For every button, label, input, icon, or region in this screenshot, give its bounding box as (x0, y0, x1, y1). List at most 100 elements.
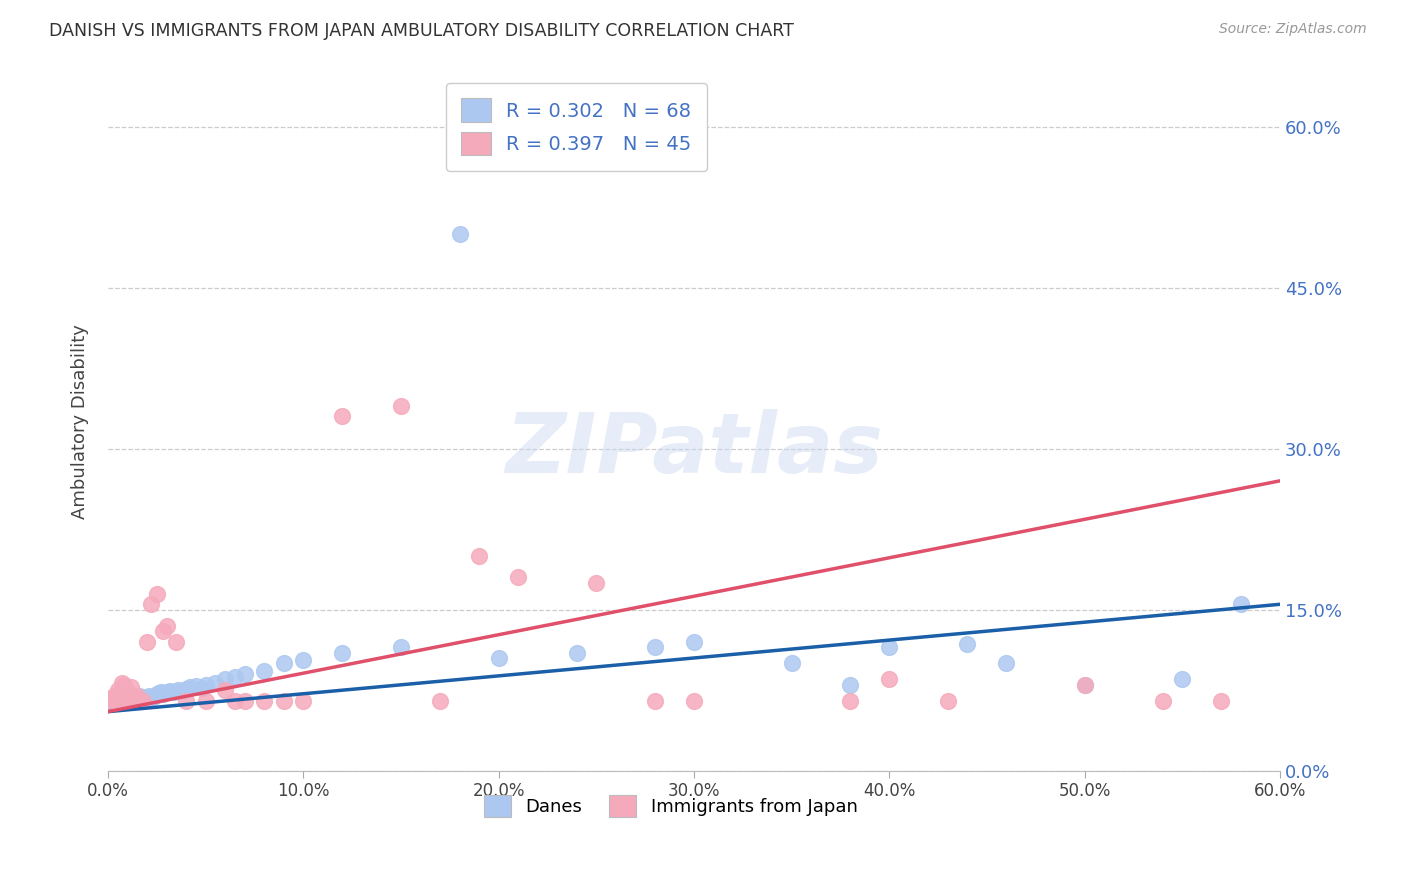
Point (995, 657, 1018, 671)
Point (127, 693, 149, 707)
Point (644, 640, 666, 655)
Point (111, 694, 134, 708)
Point (124, 690, 146, 705)
Point (132, 694, 155, 708)
Point (644, 694, 666, 708)
Point (107, 683, 129, 698)
Point (1211, 694, 1233, 708)
Text: DANISH VS IMMIGRANTS FROM JAPAN AMBULATORY DISABILITY CORRELATION CHART: DANISH VS IMMIGRANTS FROM JAPAN AMBULATO… (49, 22, 794, 40)
Point (134, 691, 156, 706)
Point (273, 694, 295, 708)
Point (167, 683, 190, 698)
Point (148, 686, 170, 700)
Point (194, 678, 217, 692)
Point (233, 667, 256, 681)
Point (165, 635, 187, 649)
Point (103, 689, 125, 703)
Text: Source: ZipAtlas.com: Source: ZipAtlas.com (1219, 22, 1367, 37)
Point (839, 694, 862, 708)
Point (139, 690, 162, 705)
Point (122, 691, 145, 706)
Point (128, 691, 150, 706)
Point (136, 635, 159, 649)
Point (389, 640, 412, 655)
Point (233, 694, 256, 708)
Point (146, 688, 169, 702)
Point (118, 691, 141, 706)
Point (330, 409, 353, 424)
Point (117, 685, 139, 699)
Point (149, 685, 172, 699)
Point (204, 675, 226, 690)
Legend: Danes, Immigrants from Japan: Danes, Immigrants from Japan (477, 788, 865, 824)
Point (117, 690, 139, 705)
Point (146, 586, 169, 600)
Point (292, 653, 315, 667)
Point (104, 694, 127, 708)
Point (129, 690, 152, 705)
Point (179, 680, 201, 694)
Point (253, 694, 276, 708)
Point (155, 685, 177, 699)
Text: ZIPatlas: ZIPatlas (505, 409, 883, 491)
Point (114, 689, 136, 703)
Point (112, 690, 135, 704)
Point (103, 691, 125, 706)
Point (159, 684, 181, 698)
Point (488, 651, 510, 665)
Point (107, 690, 129, 705)
Point (107, 693, 129, 707)
Point (389, 399, 412, 413)
Point (114, 691, 136, 706)
Point (101, 694, 124, 708)
Point (127, 689, 149, 703)
Point (152, 688, 174, 702)
Point (174, 694, 197, 708)
Point (120, 690, 142, 704)
Point (194, 694, 217, 708)
Point (111, 675, 134, 690)
Point (124, 690, 146, 705)
Point (683, 694, 706, 708)
Point (224, 670, 246, 684)
Point (174, 682, 197, 697)
Point (118, 694, 141, 708)
Point (508, 570, 530, 584)
Point (111, 690, 134, 705)
Point (468, 549, 491, 563)
Point (163, 685, 186, 699)
Point (98, 696, 121, 710)
Point (1229, 597, 1251, 611)
Point (273, 657, 295, 671)
Y-axis label: Ambulatory Disability: Ambulatory Disability (72, 325, 89, 519)
Point (114, 694, 136, 708)
Point (292, 694, 315, 708)
Point (155, 619, 177, 633)
Point (108, 686, 131, 700)
Point (429, 694, 451, 708)
Point (152, 624, 174, 639)
Point (112, 678, 135, 692)
Point (108, 689, 131, 703)
Point (112, 693, 135, 707)
Point (839, 678, 862, 692)
Point (214, 683, 236, 698)
Point (128, 694, 150, 708)
Point (136, 690, 159, 705)
Point (936, 694, 959, 708)
Point (1073, 678, 1095, 692)
Point (172, 684, 194, 698)
Point (128, 689, 150, 703)
Point (139, 597, 162, 611)
Point (214, 673, 236, 687)
Point (683, 635, 706, 649)
Point (1152, 694, 1174, 708)
Point (877, 673, 900, 687)
Point (1073, 678, 1095, 692)
Point (132, 690, 155, 704)
Point (224, 694, 246, 708)
Point (101, 690, 124, 705)
Point (98, 694, 121, 708)
Point (190, 681, 212, 695)
Point (565, 646, 588, 660)
